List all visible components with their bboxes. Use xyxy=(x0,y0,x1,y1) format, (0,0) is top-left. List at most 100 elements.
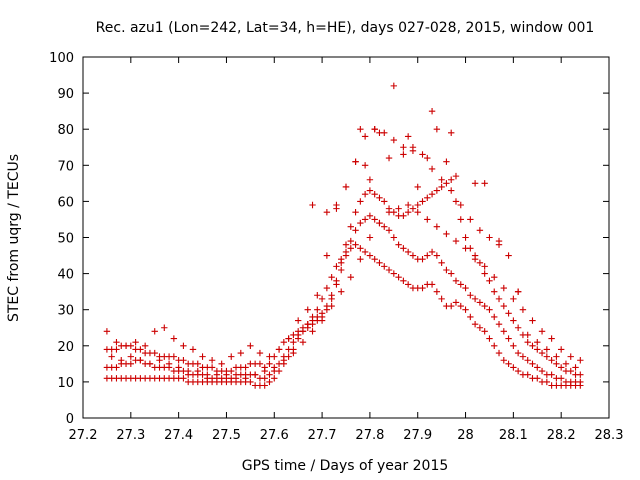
data-point xyxy=(519,306,527,313)
data-point xyxy=(127,353,135,360)
data-point xyxy=(433,126,441,133)
data-point xyxy=(165,360,173,368)
x-tick-label: 28 xyxy=(457,428,474,443)
data-point xyxy=(519,353,527,360)
data-point xyxy=(376,129,383,137)
data-point xyxy=(481,263,488,270)
data-point xyxy=(452,237,460,245)
y-tick-label: 40 xyxy=(57,268,74,283)
data-point xyxy=(433,223,441,230)
data-point xyxy=(266,360,273,368)
data-point xyxy=(208,364,216,371)
data-point xyxy=(113,364,120,371)
y-tick-label: 70 xyxy=(57,159,74,174)
data-point xyxy=(385,154,393,162)
data-point xyxy=(529,317,536,324)
data-point xyxy=(185,367,192,375)
data-point xyxy=(371,190,378,198)
data-point xyxy=(433,288,441,295)
data-point xyxy=(352,241,359,248)
data-point xyxy=(118,357,125,364)
data-point xyxy=(438,259,445,266)
data-point xyxy=(548,371,555,378)
plot-frame xyxy=(82,56,610,419)
y-tick-label: 10 xyxy=(57,376,74,391)
data-point xyxy=(218,360,225,368)
data-point xyxy=(400,144,407,151)
y-axis-label: STEC from uqrg / TECUs xyxy=(6,154,22,322)
data-point xyxy=(529,342,536,349)
data-point xyxy=(361,248,369,256)
data-point xyxy=(256,349,264,357)
data-point xyxy=(462,234,469,241)
data-point xyxy=(361,162,369,169)
data-point xyxy=(361,216,369,223)
data-point xyxy=(495,320,503,328)
data-point xyxy=(409,144,417,151)
data-point xyxy=(376,259,383,266)
x-tick-label: 27.8 xyxy=(355,428,384,443)
data-point xyxy=(428,165,436,173)
data-point xyxy=(357,255,364,263)
y-tick-label: 100 xyxy=(49,51,74,66)
data-point xyxy=(467,292,474,299)
data-point xyxy=(366,187,374,194)
x-tick-label: 28.1 xyxy=(499,428,528,443)
data-point xyxy=(180,342,187,349)
data-point xyxy=(338,288,345,295)
data-point xyxy=(390,82,398,90)
data-point xyxy=(294,317,302,324)
data-point xyxy=(175,364,182,371)
data-point xyxy=(448,129,455,137)
data-point xyxy=(285,335,292,342)
data-point xyxy=(261,375,268,382)
data-point xyxy=(108,353,115,360)
data-point xyxy=(524,338,531,346)
data-point xyxy=(309,317,316,324)
data-point xyxy=(577,371,584,378)
data-point xyxy=(404,201,412,209)
data-point xyxy=(491,313,498,321)
data-point xyxy=(404,209,412,216)
data-point xyxy=(294,328,302,335)
data-point xyxy=(448,176,455,183)
data-point xyxy=(242,375,249,382)
data-point xyxy=(524,357,531,364)
data-point xyxy=(414,201,421,209)
data-point xyxy=(357,198,364,205)
data-point xyxy=(127,360,135,368)
data-point xyxy=(318,317,326,324)
data-point xyxy=(510,317,517,324)
data-point xyxy=(500,357,507,364)
data-point xyxy=(194,367,201,375)
data-point xyxy=(476,299,484,306)
data-point xyxy=(443,230,450,238)
data-point xyxy=(247,342,254,349)
data-point xyxy=(514,324,522,331)
data-point xyxy=(510,364,517,371)
x-tick-label: 27.3 xyxy=(116,428,145,443)
data-point xyxy=(137,346,144,353)
data-point xyxy=(495,295,503,303)
data-point xyxy=(371,216,378,223)
data-point xyxy=(462,284,469,292)
data-point xyxy=(151,349,158,357)
data-point xyxy=(476,259,484,266)
data-point xyxy=(156,357,163,364)
data-point xyxy=(448,302,455,310)
data-point xyxy=(534,375,541,382)
data-point xyxy=(467,313,474,321)
data-point xyxy=(481,270,488,277)
data-point xyxy=(285,346,292,353)
data-point xyxy=(428,107,436,115)
data-point xyxy=(424,154,431,162)
data-point xyxy=(491,342,498,349)
x-tick-label: 27.9 xyxy=(403,428,432,443)
data-point xyxy=(342,183,350,191)
data-point xyxy=(505,310,512,317)
data-point xyxy=(371,126,378,133)
data-point xyxy=(385,266,393,274)
data-point xyxy=(385,209,393,216)
data-point xyxy=(170,353,178,360)
data-point xyxy=(514,288,522,295)
